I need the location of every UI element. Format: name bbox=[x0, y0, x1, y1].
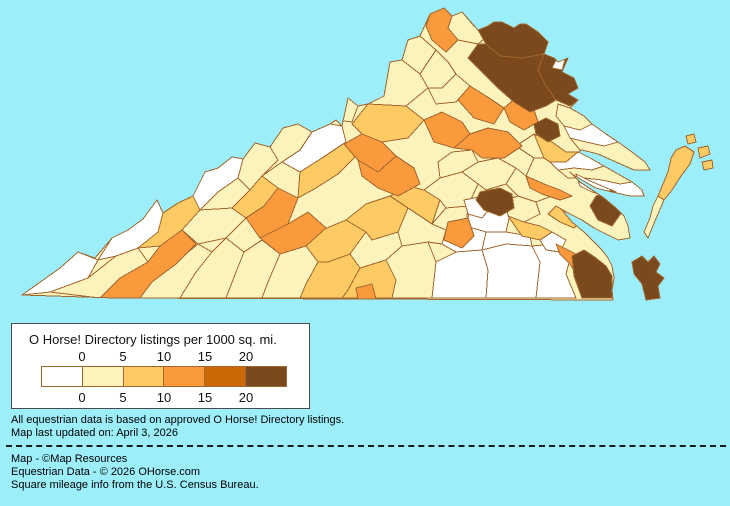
legend-tick-label: 10 bbox=[156, 390, 172, 405]
legend-swatch-5 bbox=[246, 366, 287, 387]
county-bay-island-3 bbox=[685, 133, 697, 145]
legend-tick-label: 0 bbox=[78, 349, 86, 364]
legend-swatch-3 bbox=[164, 366, 206, 387]
legend-swatch-2 bbox=[123, 366, 165, 387]
credit-data: Equestrian Data - © 2026 OHorse.com bbox=[11, 466, 201, 478]
credit-map: Map - ©Map Resources bbox=[11, 453, 128, 465]
county-washington bbox=[99, 229, 197, 299]
legend-tick-label: 15 bbox=[197, 349, 213, 364]
legend-tick-label: 5 bbox=[119, 349, 127, 364]
last-updated-note: Map last updated on: April 3, 2026 bbox=[11, 427, 178, 439]
county-tangier-island bbox=[697, 145, 711, 159]
legend-tick-label: 10 bbox=[156, 349, 172, 364]
legend-tick-label: 20 bbox=[238, 390, 254, 405]
legend-tick-label: 15 bbox=[197, 390, 213, 405]
legend-swatch-0 bbox=[41, 366, 83, 387]
county-chesapeake bbox=[571, 249, 613, 299]
legend-color-ramp bbox=[41, 366, 287, 387]
county-fauquier-prince-william bbox=[467, 43, 557, 113]
credit-census: Square mileage info from the U.S. Census… bbox=[11, 479, 259, 491]
state-outline bbox=[21, 7, 651, 301]
legend-title: O Horse! Directory listings per 1000 sq.… bbox=[29, 332, 277, 347]
eastern-shore-and-islands bbox=[631, 133, 714, 301]
county-sussex bbox=[481, 243, 541, 299]
county-northampton bbox=[643, 195, 665, 239]
county-accomack bbox=[657, 145, 695, 201]
legend-tick-label: 5 bbox=[119, 390, 127, 405]
county-virginia-beach bbox=[631, 255, 665, 301]
mainland-counties bbox=[22, 8, 650, 300]
legend-ticks-top: 0 5 10 15 20 bbox=[41, 349, 287, 364]
dashed-divider bbox=[6, 445, 726, 447]
county-orange bbox=[453, 127, 523, 159]
legend-swatch-4 bbox=[205, 366, 247, 387]
legend-box: O Horse! Directory listings per 1000 sq.… bbox=[11, 323, 310, 409]
legend-tick-label: 20 bbox=[238, 349, 254, 364]
legend-ticks-bottom: 0 5 10 15 20 bbox=[41, 390, 287, 405]
data-source-note: All equestrian data is based on approved… bbox=[11, 414, 345, 426]
county-bay-island-2 bbox=[701, 159, 714, 171]
county-new-kent bbox=[475, 187, 515, 217]
county-rockbridge bbox=[357, 155, 421, 197]
legend-tick-label: 0 bbox=[78, 390, 86, 405]
legend-swatch-1 bbox=[82, 366, 124, 387]
county-fredericksburg bbox=[533, 117, 561, 143]
county-powhatan bbox=[443, 217, 475, 249]
county-floyd-roanoke bbox=[259, 211, 327, 255]
county-king-william bbox=[525, 175, 573, 201]
